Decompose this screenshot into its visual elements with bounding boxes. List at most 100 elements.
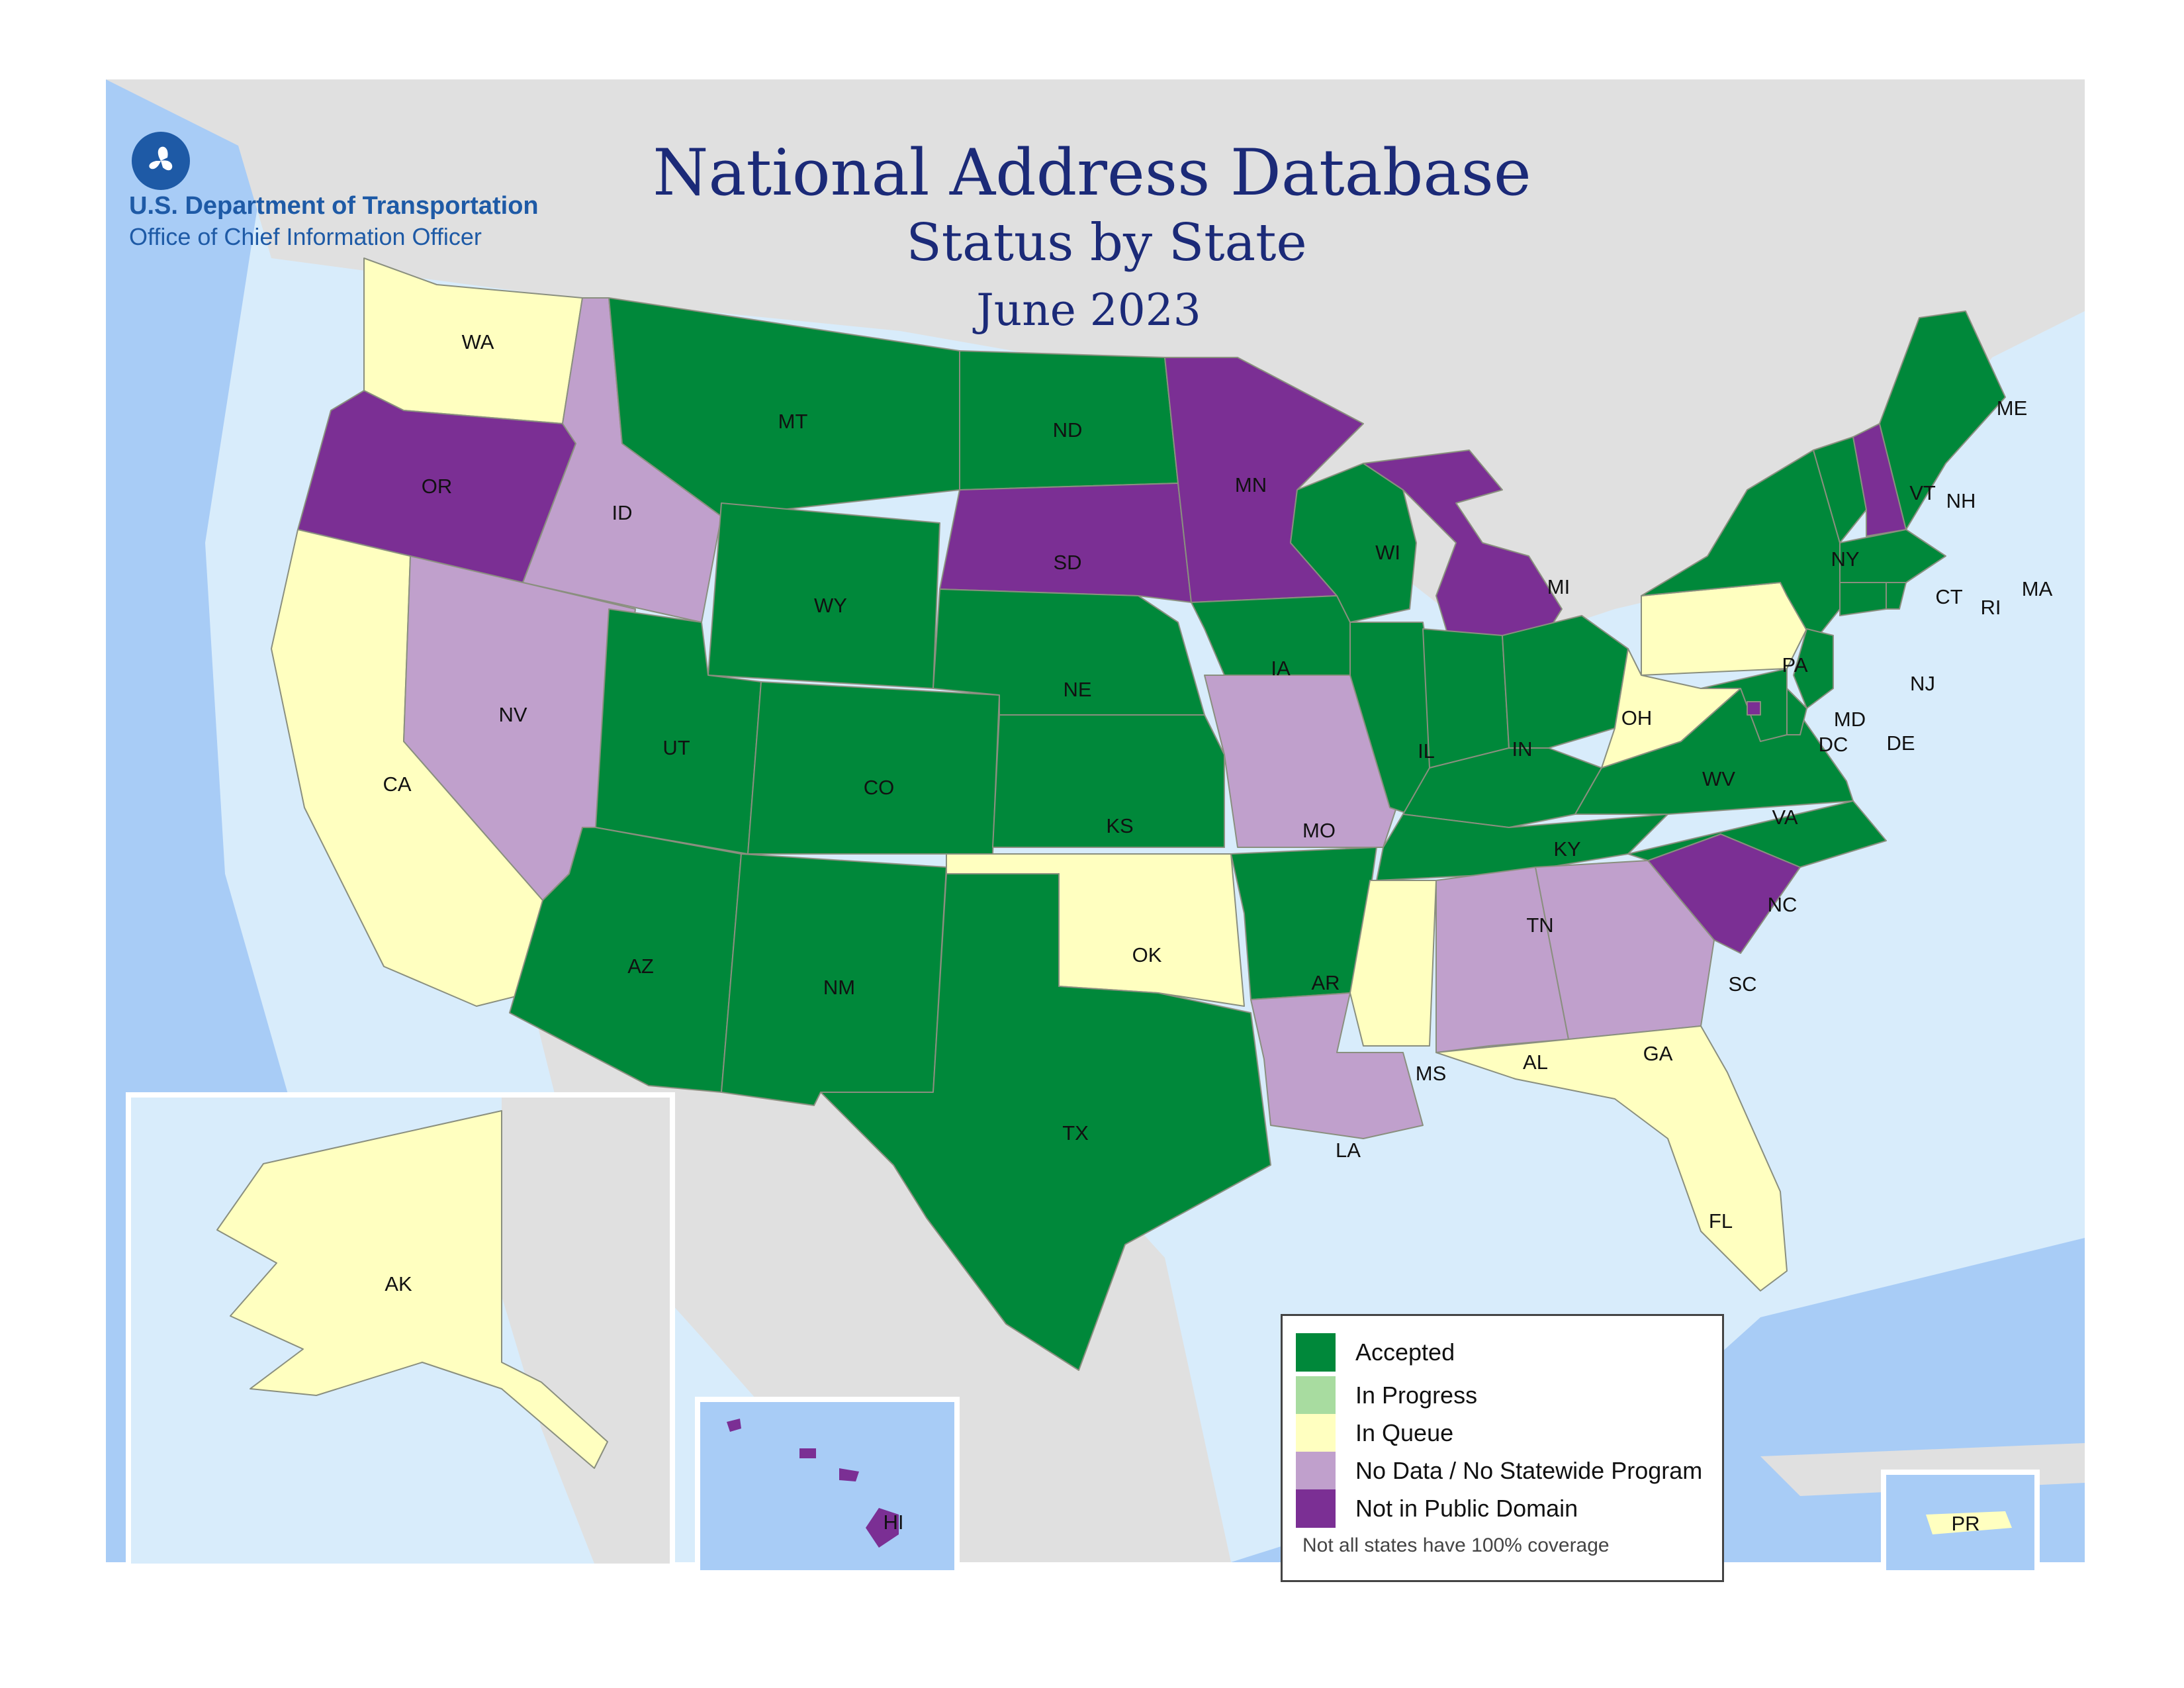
label-nc: NC: [1767, 893, 1797, 916]
label-md: MD: [1833, 708, 1866, 731]
label-pr: PR: [1951, 1512, 1980, 1535]
label-ky: KY: [1553, 837, 1581, 861]
label-or: OR: [421, 475, 453, 498]
label-nm: NM: [823, 976, 856, 999]
label-va: VA: [1772, 806, 1798, 829]
label-tx: TX: [1062, 1121, 1089, 1145]
state-tx[interactable]: [820, 873, 1271, 1371]
state-dc[interactable]: [1747, 701, 1761, 716]
canada-land-inset: [502, 1098, 670, 1564]
alaska-inset[interactable]: [126, 1092, 675, 1569]
state-la[interactable]: [1250, 992, 1424, 1139]
state-ky[interactable]: [1402, 747, 1602, 828]
state-tn[interactable]: [1376, 814, 1668, 881]
legend-label: In Queue: [1355, 1419, 1454, 1446]
legend: Accepted In Progress In Queue No Data / …: [1281, 1314, 1724, 1582]
label-nh: NH: [1946, 489, 1976, 512]
label-wy: WY: [814, 594, 847, 617]
legend-item-in-queue: In Queue: [1296, 1413, 1453, 1453]
map-date: June 2023: [976, 285, 1201, 336]
label-ne: NE: [1063, 678, 1092, 701]
label-mi: MI: [1547, 575, 1570, 598]
legend-label: In Progress: [1355, 1382, 1478, 1409]
puerto-rico-inset[interactable]: [1881, 1470, 2040, 1575]
label-ri: RI: [1980, 596, 2001, 619]
label-ct: CT: [1935, 585, 1963, 608]
label-fl: FL: [1708, 1209, 1733, 1233]
state-in[interactable]: [1422, 628, 1510, 769]
state-mt[interactable]: [608, 297, 960, 517]
state-sd[interactable]: [939, 483, 1192, 603]
label-sd: SD: [1053, 551, 1082, 574]
label-mo: MO: [1302, 819, 1336, 842]
legend-swatch-no-data: [1296, 1452, 1336, 1490]
legend-item-in-progress: In Progress: [1296, 1376, 1477, 1415]
state-hi[interactable]: [727, 1419, 899, 1548]
label-in: IN: [1512, 737, 1533, 761]
mexico-land: [529, 993, 1231, 1562]
label-de: DE: [1886, 731, 1915, 755]
state-ri[interactable]: [1886, 582, 1907, 610]
label-nv: NV: [498, 703, 527, 726]
label-wi: WI: [1375, 541, 1400, 564]
alaska-svg: [131, 1098, 670, 1564]
state-pr[interactable]: [1926, 1511, 2012, 1534]
state-fl[interactable]: [1435, 1025, 1788, 1291]
legend-swatch-not-public: [1296, 1489, 1336, 1528]
label-ar: AR: [1311, 971, 1340, 994]
label-ut: UT: [662, 736, 690, 759]
map-canvas[interactable]: [106, 79, 2085, 1562]
label-al: AL: [1523, 1051, 1548, 1074]
state-ct[interactable]: [1839, 582, 1887, 616]
agency-name: U.S. Department of Transportation: [129, 192, 539, 220]
legend-label: Not in Public Domain: [1355, 1495, 1578, 1522]
map-svg: [106, 79, 2085, 1562]
label-co: CO: [863, 776, 895, 799]
label-tn: TN: [1526, 914, 1554, 937]
legend-swatch-in-progress: [1296, 1376, 1336, 1415]
label-ks: KS: [1106, 814, 1134, 837]
label-wa: WA: [461, 330, 494, 353]
label-ny: NY: [1831, 547, 1860, 571]
state-co[interactable]: [747, 681, 1000, 855]
map-subtitle: Status by State: [906, 213, 1307, 273]
legend-item-accepted: Accepted: [1296, 1333, 1455, 1372]
legend-item-not-public: Not in Public Domain: [1296, 1489, 1578, 1528]
label-az: AZ: [627, 955, 654, 978]
label-oh: OH: [1621, 706, 1653, 729]
label-ga: GA: [1643, 1042, 1673, 1065]
state-ga[interactable]: [1535, 860, 1715, 1040]
legend-label: No Data / No Statewide Program: [1355, 1457, 1703, 1484]
state-oh[interactable]: [1502, 615, 1629, 749]
state-md[interactable]: [1700, 668, 1788, 742]
legend-item-no-data: No Data / No Statewide Program: [1296, 1451, 1702, 1491]
label-pa: PA: [1782, 653, 1808, 677]
states-layer: [271, 258, 2006, 1371]
label-il: IL: [1418, 739, 1435, 763]
label-mt: MT: [778, 410, 808, 433]
state-mi[interactable]: [1363, 449, 1563, 663]
legend-label: Accepted: [1355, 1338, 1455, 1366]
legend-note: Not all states have 100% coverage: [1302, 1534, 1610, 1556]
state-ks[interactable]: [992, 714, 1225, 848]
hawaii-inset[interactable]: [695, 1397, 960, 1575]
label-ma: MA: [2021, 577, 2053, 600]
dot-triskelion-logo-icon: [131, 131, 191, 191]
label-ca: CA: [383, 773, 412, 796]
label-nd: ND: [1052, 418, 1083, 442]
label-ia: IA: [1271, 657, 1291, 680]
label-sc: SC: [1728, 972, 1757, 996]
state-wv[interactable]: [1601, 648, 1741, 769]
label-me: ME: [1996, 397, 2028, 420]
label-ak: AK: [385, 1272, 412, 1295]
state-ms[interactable]: [1349, 880, 1437, 1047]
pr-svg: [1926, 1511, 2012, 1534]
label-wv: WV: [1702, 767, 1735, 790]
state-ma[interactable]: [1839, 529, 1946, 583]
label-vt: VT: [1909, 481, 1936, 504]
hawaii-svg: [727, 1419, 899, 1548]
agency-office: Office of Chief Information Officer: [129, 223, 482, 250]
agency-block: U.S. Department of Transportation Office…: [129, 192, 539, 251]
state-ak[interactable]: [216, 1110, 608, 1469]
state-nj[interactable]: [1793, 628, 1834, 709]
